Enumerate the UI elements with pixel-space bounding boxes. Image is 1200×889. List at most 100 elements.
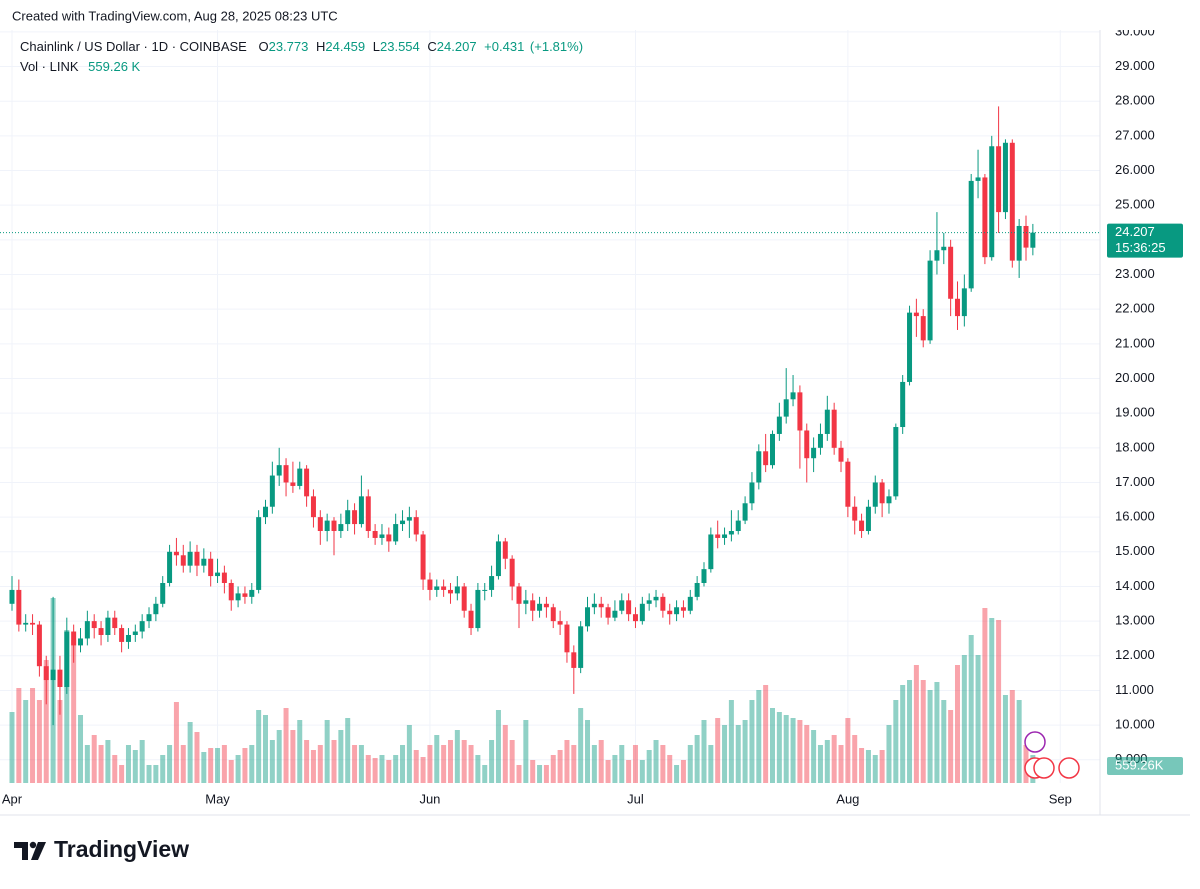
volume-bar — [804, 725, 810, 783]
volume-bar — [859, 748, 865, 783]
candle-body — [283, 465, 289, 483]
volume-bar — [900, 685, 906, 783]
volume-bar — [879, 750, 885, 783]
volume-bar — [208, 748, 214, 783]
candle-body — [256, 517, 262, 590]
candle-body — [434, 586, 440, 590]
volume-bar — [893, 700, 899, 783]
candle-body — [735, 520, 741, 532]
volume-bar — [872, 755, 878, 783]
volume-bar — [626, 760, 632, 783]
volume-bar — [564, 740, 570, 783]
candle-body — [9, 589, 15, 604]
candle-body — [23, 622, 29, 625]
candle-body — [495, 541, 501, 577]
candle-body — [872, 482, 878, 507]
x-tick-label: May — [205, 791, 230, 806]
candle-body — [708, 534, 714, 570]
candle-body — [509, 558, 515, 587]
candle-body — [934, 250, 940, 261]
candle-body — [132, 631, 138, 635]
x-tick-label: Jun — [419, 791, 440, 806]
volume-bar — [735, 725, 741, 783]
candle-body — [208, 558, 214, 577]
candle-body — [146, 614, 152, 622]
volume-bar — [262, 715, 268, 783]
volume-bar — [119, 765, 125, 783]
candle-body — [530, 600, 536, 611]
volume-bar — [187, 722, 193, 783]
volume-bar — [913, 665, 919, 783]
volume-bar — [701, 720, 707, 783]
volume-bar — [865, 750, 871, 783]
candle-body — [78, 638, 84, 646]
volume-bar — [619, 745, 625, 783]
logo-mark — [31, 842, 46, 860]
volume-bar — [886, 725, 892, 783]
candle-body — [605, 607, 611, 618]
candle-body — [687, 596, 693, 611]
volume-bar — [379, 755, 385, 783]
volume-bar — [256, 710, 262, 783]
volume-bar — [475, 755, 481, 783]
volume-bar — [9, 712, 15, 783]
volume-bar — [489, 740, 495, 783]
volume-bar — [386, 760, 392, 783]
volume-bar — [578, 708, 584, 783]
candle-body — [36, 624, 42, 667]
volume-bar — [434, 735, 440, 783]
volume-bar — [571, 745, 577, 783]
volume-bar — [221, 745, 227, 783]
candle-body — [598, 603, 604, 608]
legend-close: 24.207 — [437, 39, 477, 54]
volume-bar — [365, 755, 371, 783]
candle-body — [386, 534, 392, 542]
volume-bar — [420, 757, 426, 783]
volume-bar — [653, 740, 659, 783]
volume-bar — [948, 710, 954, 783]
event-icon — [1033, 757, 1055, 779]
volume-bar — [64, 630, 70, 783]
volume-bar — [194, 732, 200, 783]
volume-bar — [646, 750, 652, 783]
candle-body — [537, 603, 543, 611]
candle-body — [776, 416, 782, 434]
candle-body — [1030, 232, 1036, 248]
last-price-label: 24.207 — [1115, 224, 1155, 239]
volume-bar — [105, 740, 111, 783]
volume-bar — [167, 745, 173, 783]
volume-bar — [530, 760, 536, 783]
candle-body — [817, 433, 823, 448]
symbol-legend: Chainlink / US Dollar · 1D · COINBASE O2… — [20, 39, 583, 54]
volume-bar — [982, 608, 988, 783]
candle-body — [667, 610, 673, 615]
legend-low: 23.554 — [380, 39, 420, 54]
volume-bar — [249, 745, 255, 783]
legend-o: O — [258, 39, 268, 54]
volume-bar — [324, 720, 330, 783]
volume-bar — [523, 720, 529, 783]
brand-name: TradingView — [54, 836, 189, 862]
candle-body — [215, 572, 221, 577]
candle-body — [468, 610, 474, 629]
candle-body — [893, 427, 899, 497]
candle-body — [379, 534, 385, 538]
candle-body — [989, 146, 995, 258]
volume-bar — [783, 715, 789, 783]
volume-bar — [975, 655, 981, 783]
candle-body — [824, 409, 830, 434]
volume-bar — [831, 735, 837, 783]
candle-body — [749, 482, 755, 504]
volume-bar — [907, 680, 913, 783]
candle-body — [612, 610, 618, 618]
volume-bar — [57, 700, 63, 783]
candle-body — [831, 409, 837, 448]
logo-mark — [14, 842, 28, 860]
grid — [0, 18, 1100, 783]
candle-body — [427, 579, 433, 590]
volume-bar — [934, 682, 940, 783]
volume-title: Vol · LINK — [20, 59, 79, 74]
y-tick-label: 18.000 — [1115, 439, 1155, 454]
candle-body — [441, 586, 447, 590]
volume-bar — [722, 725, 728, 783]
